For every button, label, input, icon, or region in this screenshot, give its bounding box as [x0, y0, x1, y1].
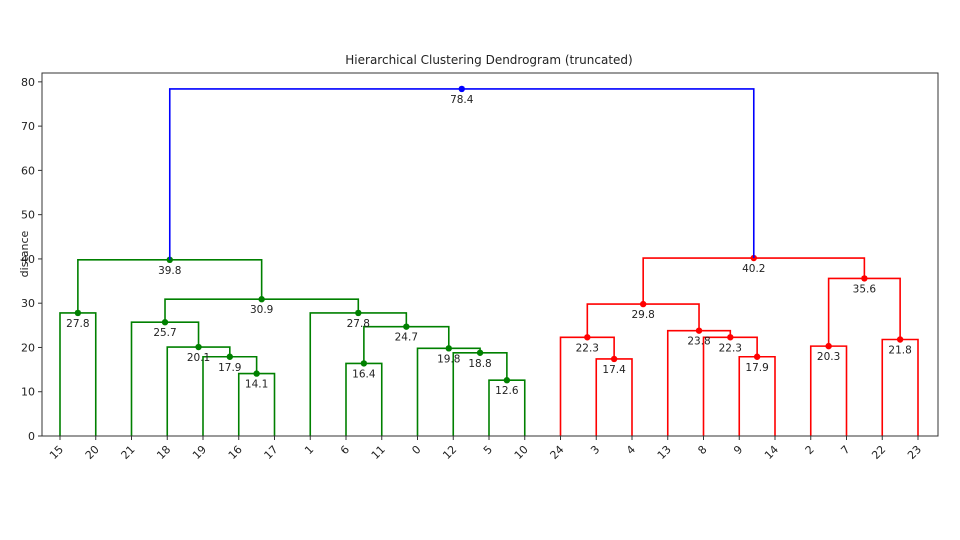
merge-height-label: 40.2	[742, 263, 765, 275]
merge-height-label: 27.8	[347, 318, 370, 330]
leaf-label: 16	[226, 443, 245, 462]
merge-height-label: 20.1	[187, 352, 210, 364]
merge-height-label: 24.7	[395, 332, 418, 344]
merge-height-label: 29.8	[631, 309, 654, 321]
merge-point-P	[753, 353, 761, 360]
merge-height-label: 20.3	[817, 351, 840, 363]
leaf-label: 19	[190, 443, 209, 462]
y-tick-label: 70	[21, 120, 35, 133]
merge-point-Q	[727, 334, 734, 341]
leaf-label: 14	[762, 443, 781, 462]
cluster-link-A	[59, 312, 97, 436]
merge-height-label: 27.8	[66, 318, 89, 330]
y-tick-label: 30	[21, 297, 35, 310]
cluster-link-E	[130, 321, 200, 436]
merge-height-label: 19.8	[437, 353, 460, 365]
merge-point-H	[476, 349, 484, 356]
merge-point-B	[253, 370, 260, 377]
merge-point-L	[258, 296, 265, 303]
merge-height-label: 17.9	[745, 362, 768, 374]
leaf-label: 23	[905, 443, 924, 462]
merge-height-label: 22.3	[719, 342, 742, 354]
leaf-label: 22	[869, 443, 888, 462]
y-tick-label: 60	[21, 164, 35, 177]
leaf-label: 11	[369, 443, 388, 462]
leaf-label: 4	[624, 443, 638, 457]
leaf-label: 12	[440, 443, 459, 462]
leaf-label: 0	[409, 443, 423, 457]
leaf-label: 3	[588, 443, 602, 457]
chart-title: Hierarchical Clustering Dendrogram (trun…	[345, 53, 632, 67]
leaf-label: 6	[338, 443, 352, 457]
plot-frame	[41, 72, 939, 437]
leaf-label: 7	[838, 443, 852, 457]
y-tick-label: 80	[21, 76, 35, 89]
y-tick-label: 50	[21, 209, 35, 222]
merge-point-O	[584, 334, 591, 341]
leaf-label: 21	[119, 443, 138, 462]
merge-height-label: 35.6	[853, 283, 877, 295]
y-axis-label: distance	[18, 230, 31, 277]
merge-point-G	[503, 377, 511, 384]
merge-height-label: 21.8	[888, 344, 911, 356]
leaf-label: 1	[302, 443, 316, 457]
leaf-label: 20	[83, 443, 102, 462]
merge-height-label: 30.9	[250, 304, 273, 316]
cluster-link-X	[168, 88, 755, 260]
merge-height-label: 39.8	[158, 265, 181, 277]
merge-height-label: 17.4	[602, 364, 626, 376]
leaf-label: 8	[695, 443, 709, 457]
merge-height-label: 18.8	[468, 358, 491, 370]
y-tick-label: 40	[21, 253, 35, 266]
leaf-label: 9	[731, 443, 745, 457]
leaf-label: 15	[47, 443, 66, 462]
merge-height-label: 17.9	[218, 362, 241, 374]
merge-point-C	[226, 353, 234, 360]
leaf-label: 18	[154, 443, 173, 462]
leaf-label: 17	[262, 443, 281, 462]
merge-point-X	[458, 85, 465, 93]
merge-height-label: 16.4	[352, 368, 376, 380]
y-tick-label: 10	[21, 386, 35, 399]
merge-height-label: 23.8	[687, 336, 710, 348]
merge-point-D	[195, 343, 202, 351]
merge-height-label: 12.6	[495, 385, 519, 397]
leaf-label: 2	[803, 443, 817, 457]
merge-point-V	[861, 275, 868, 282]
merge-height-label: 14.1	[245, 379, 268, 391]
merge-height-label: 78.4	[450, 94, 474, 106]
merge-height-label: 22.3	[576, 342, 599, 354]
leaf-label: 24	[548, 443, 567, 462]
leaf-label: 13	[655, 443, 674, 462]
leaf-label: 10	[512, 443, 531, 462]
merge-height-label: 25.7	[153, 327, 176, 339]
leaf-label: 5	[481, 443, 495, 457]
y-tick-label: 0	[28, 430, 35, 443]
merge-point-I	[445, 345, 452, 352]
y-tick-label: 20	[21, 341, 35, 354]
